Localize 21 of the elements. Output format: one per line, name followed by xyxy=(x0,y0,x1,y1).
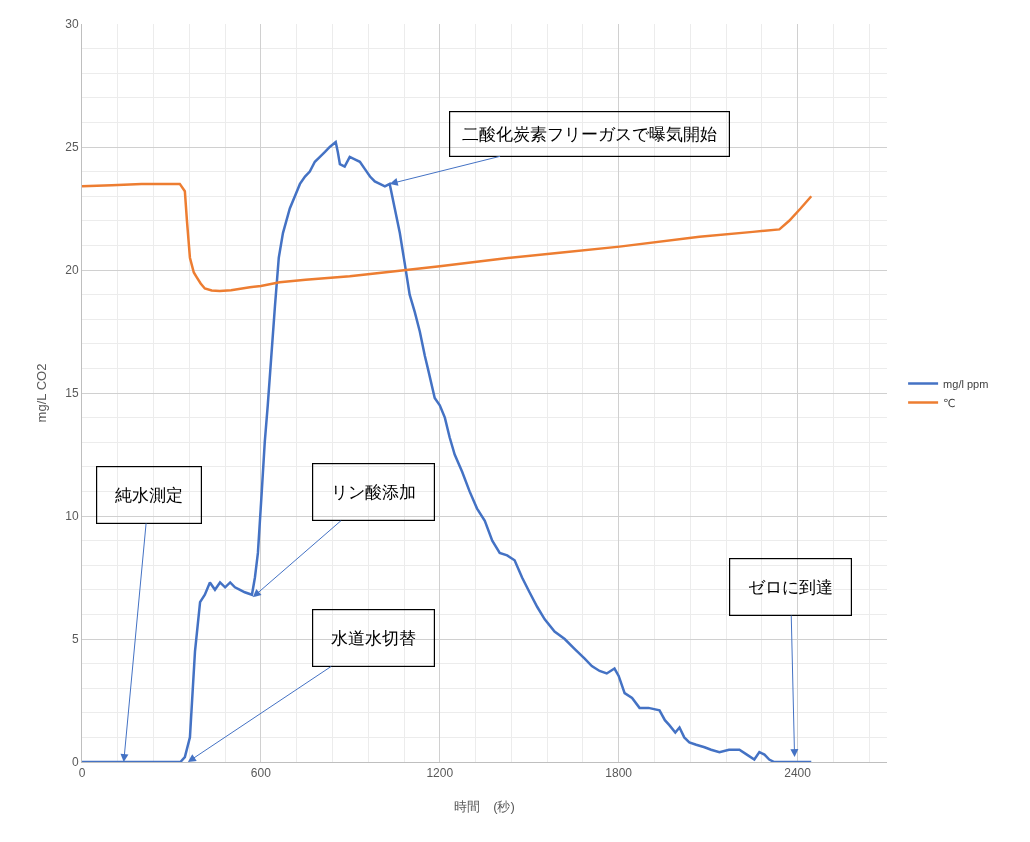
annotation: 水道水切替 xyxy=(331,628,417,649)
y-tick-label: 0 xyxy=(71,755,79,770)
legend-label: mg/l ppm xyxy=(943,377,989,390)
x-tick-label: 1800 xyxy=(605,766,633,781)
x-tick-label: 2400 xyxy=(784,766,812,781)
y-tick-label: 30 xyxy=(65,17,79,32)
y-tick-label: 20 xyxy=(65,263,79,278)
y-tick-label: 15 xyxy=(65,386,79,401)
x-axis-title: 時間 (秒) xyxy=(454,799,515,814)
annotation: ゼロに到達 xyxy=(748,577,834,598)
y-axis-title: mg/L CO2 xyxy=(34,363,49,423)
annotation: リン酸添加 xyxy=(331,482,417,503)
annotation: 純水測定 xyxy=(115,485,184,506)
x-tick-label: 1200 xyxy=(426,766,454,781)
y-tick-label: 10 xyxy=(65,509,79,524)
annotation: 二酸化炭素フリーガスで曝気開始 xyxy=(462,124,718,145)
legend-label: ℃ xyxy=(943,396,956,409)
y-tick-label: 25 xyxy=(65,140,79,155)
x-tick-label: 600 xyxy=(250,766,272,781)
line-series xyxy=(82,182,813,293)
y-tick-label: 5 xyxy=(71,632,79,647)
